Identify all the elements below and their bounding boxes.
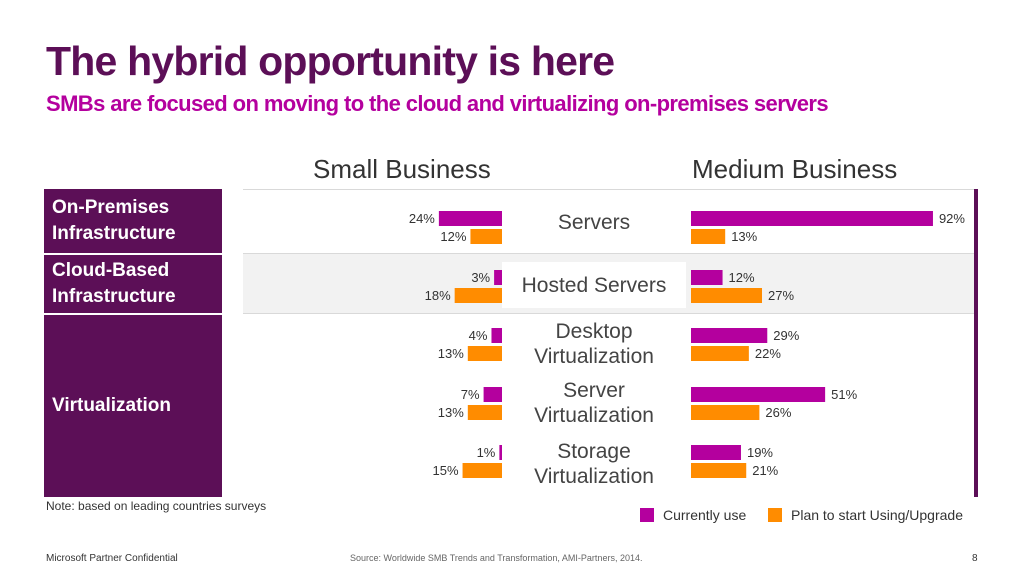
- data-label-small-hosted-servers-current: 3%: [471, 270, 490, 285]
- data-label-small-hosted-servers-plan: 18%: [425, 288, 451, 303]
- category-label-desktop-virtualization: Desktop Virtualization: [502, 317, 686, 370]
- legend-swatch-plan: [768, 508, 782, 522]
- bar-small-server-virtualization-current: [483, 387, 502, 402]
- legend-item-plan: Plan to start Using/Upgrade: [768, 507, 963, 523]
- legend-item-current: Currently use: [640, 507, 746, 523]
- bar-small-servers-plan: [470, 229, 502, 244]
- bar-medium-server-virtualization-current: [691, 387, 826, 402]
- survey-note: Note: based on leading countries surveys: [46, 499, 267, 513]
- row-label-text: On-Premises Infrastructure: [52, 197, 176, 244]
- data-label-medium-servers-current: 92%: [939, 211, 965, 226]
- data-label-small-desktop-virtualization-plan: 13%: [438, 346, 464, 361]
- row-label-on-premises: On-Premises Infrastructure: [44, 189, 222, 253]
- data-label-small-servers-current: 24%: [409, 211, 435, 226]
- slide-subtitle: SMBs are focused on moving to the cloud …: [46, 91, 829, 116]
- category-label-storage-virtualization: Storage Virtualization: [502, 436, 686, 491]
- data-label-small-storage-virtualization-current: 1%: [477, 445, 496, 460]
- data-label-medium-hosted-servers-current: 12%: [729, 270, 755, 285]
- bar-medium-hosted-servers-current: [691, 270, 723, 285]
- bar-small-hosted-servers-plan: [454, 288, 502, 303]
- bar-medium-hosted-servers-plan: [691, 288, 763, 303]
- bar-medium-desktop-virtualization-plan: [691, 346, 749, 361]
- row-label-virtualization: Virtualization: [44, 315, 222, 497]
- bar-small-desktop-virtualization-current: [491, 328, 502, 343]
- category-label-text: Storage Virtualization: [534, 439, 654, 488]
- data-label-medium-servers-plan: 13%: [731, 229, 757, 244]
- data-label-medium-storage-virtualization-current: 19%: [747, 445, 773, 460]
- row-label-cloud-based: Cloud-Based Infrastructure: [44, 255, 222, 313]
- bar-medium-storage-virtualization-plan: [691, 463, 747, 478]
- data-label-medium-desktop-virtualization-plan: 22%: [755, 346, 781, 361]
- bar-medium-server-virtualization-plan: [691, 405, 760, 420]
- category-label-text: Servers: [557, 210, 631, 234]
- confidential-label: Microsoft Partner Confidential: [46, 553, 178, 564]
- row-label-text: Virtualization: [52, 395, 171, 416]
- data-label-medium-hosted-servers-plan: 27%: [768, 288, 794, 303]
- bar-medium-storage-virtualization-current: [691, 445, 741, 460]
- category-label-text: Hosted Servers: [521, 273, 667, 297]
- category-label-servers: Servers: [502, 199, 686, 245]
- row-label-text: Cloud-Based Infrastructure: [52, 260, 176, 307]
- data-label-medium-server-virtualization-current: 51%: [831, 387, 857, 402]
- right-accent-bar: [974, 189, 978, 497]
- bar-medium-desktop-virtualization-current: [691, 328, 768, 343]
- bar-small-hosted-servers-current: [494, 270, 502, 285]
- legend-label-current: Currently use: [663, 507, 747, 523]
- bar-small-servers-current: [438, 211, 502, 226]
- page-number: 8: [972, 553, 978, 564]
- data-label-medium-server-virtualization-plan: 26%: [765, 405, 791, 420]
- data-label-small-desktop-virtualization-current: 4%: [469, 328, 488, 343]
- data-label-small-server-virtualization-plan: 13%: [438, 405, 464, 420]
- bar-medium-servers-current: [691, 211, 933, 226]
- panel-title-medium-business: Medium Business: [692, 154, 898, 184]
- data-label-small-servers-plan: 12%: [440, 229, 466, 244]
- panel-title-small-business: Small Business: [313, 154, 491, 184]
- category-label-text: Desktop Virtualization: [534, 319, 654, 368]
- data-label-medium-storage-virtualization-plan: 21%: [752, 463, 778, 478]
- category-label-text: Server Virtualization: [534, 378, 654, 427]
- data-label-medium-desktop-virtualization-current: 29%: [773, 328, 799, 343]
- bar-small-storage-virtualization-current: [499, 445, 502, 460]
- legend-swatch-current: [640, 508, 654, 522]
- data-label-small-storage-virtualization-plan: 15%: [433, 463, 459, 478]
- bar-small-storage-virtualization-plan: [462, 463, 502, 478]
- category-label-server-virtualization: Server Virtualization: [502, 376, 686, 429]
- bar-small-desktop-virtualization-plan: [467, 346, 502, 361]
- legend-label-plan: Plan to start Using/Upgrade: [791, 507, 963, 523]
- bar-medium-servers-plan: [691, 229, 726, 244]
- category-label-hosted-servers: Hosted Servers: [502, 262, 686, 308]
- bar-small-server-virtualization-plan: [467, 405, 502, 420]
- slide-title: The hybrid opportunity is here: [46, 38, 615, 84]
- data-label-small-server-virtualization-current: 7%: [461, 387, 480, 402]
- source-citation: Source: Worldwide SMB Trends and Transfo…: [350, 553, 643, 563]
